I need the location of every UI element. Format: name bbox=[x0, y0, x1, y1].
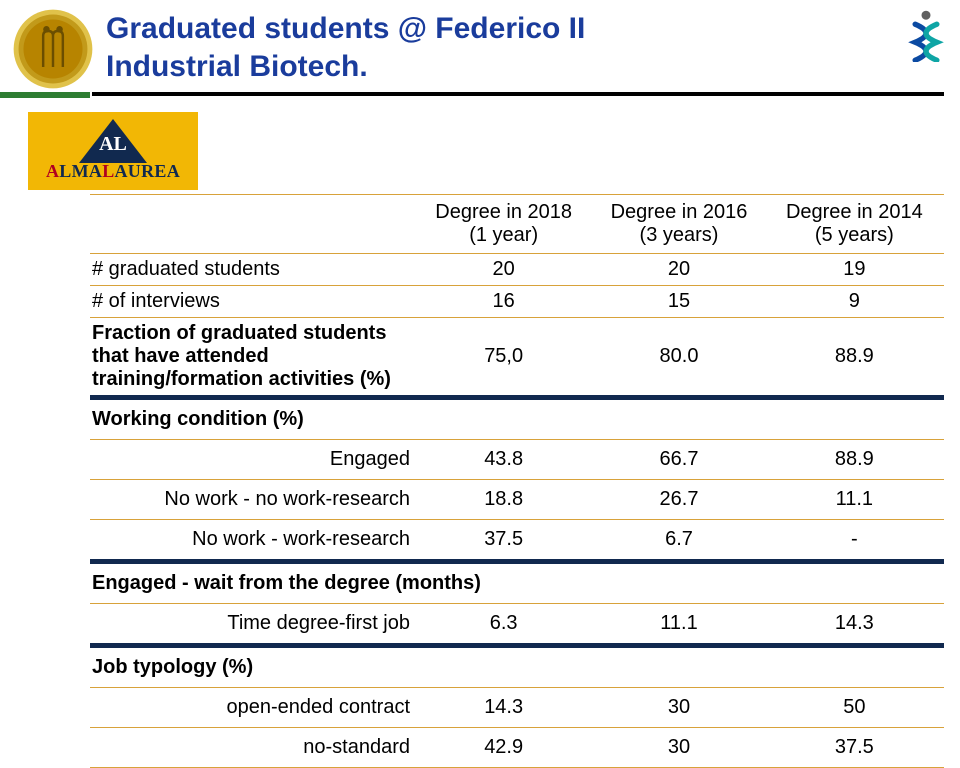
table-row: No work - no work-research 18.8 26.7 11.… bbox=[90, 480, 944, 520]
table-row: no-standard 42.9 30 37.5 bbox=[90, 728, 944, 768]
university-seal-icon bbox=[12, 8, 94, 90]
col-header-2016: Degree in 2016(3 years) bbox=[593, 195, 768, 254]
table-row: open-ended contract 14.3 30 50 bbox=[90, 688, 944, 728]
biotech-logo-icon bbox=[908, 8, 944, 62]
employment-stats-table: Degree in 2018(1 year) Degree in 2016(3 … bbox=[90, 194, 944, 768]
table-row: Time degree-first job 6.3 11.1 14.3 bbox=[90, 604, 944, 646]
section-header-working: Working condition (%) bbox=[90, 398, 944, 440]
col-header-2014: Degree in 2014(5 years) bbox=[769, 195, 944, 254]
table-row: # of interviews 16 15 9 bbox=[90, 286, 944, 318]
col-header-2018: Degree in 2018(1 year) bbox=[418, 195, 593, 254]
table-row: # graduated students 20 20 19 bbox=[90, 254, 944, 286]
table-row: Fraction of graduated students that have… bbox=[90, 318, 944, 398]
section-header-jobtype: Job typology (%) bbox=[90, 646, 944, 688]
page-title: Graduated students @ Federico II Industr… bbox=[106, 10, 900, 85]
table-row: No work - work-research 37.5 6.7 - bbox=[90, 520, 944, 562]
header-divider bbox=[0, 92, 944, 98]
almalaurea-logo: AL ALMALAUREA bbox=[28, 112, 198, 190]
table-row: Engaged 43.8 66.7 88.9 bbox=[90, 440, 944, 480]
section-header-wait: Engaged - wait from the degree (months) bbox=[90, 562, 944, 604]
